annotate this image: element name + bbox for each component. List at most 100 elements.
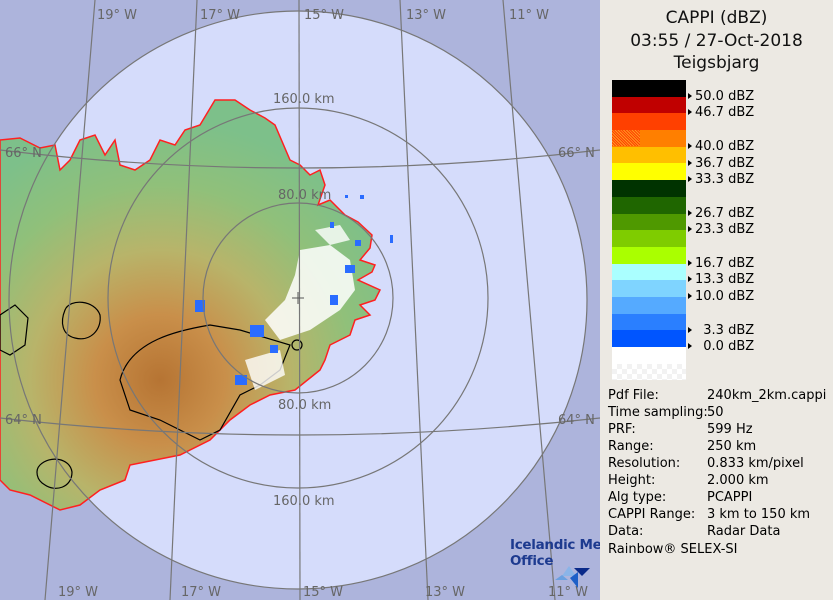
- info-key: Time sampling:: [608, 405, 708, 420]
- info-value: 3 km to 150 km: [707, 507, 811, 522]
- legend-band: [612, 80, 686, 97]
- info-value: 50: [707, 405, 724, 420]
- lat-label-left-66n: 66° N: [5, 146, 42, 161]
- meridian-15w: [298, 0, 301, 600]
- legend-tick-label: 33.3 dBZ: [688, 173, 754, 187]
- legend-band: [612, 230, 686, 247]
- legend-tick-label: 50.0 dBZ: [688, 89, 754, 104]
- legend-tick-label: 13.3 dBZ: [688, 273, 754, 287]
- lon-label-bottom-19w: 19° W: [58, 585, 98, 600]
- legend-band: [612, 96, 686, 114]
- glacier-vatnajokull: [119, 324, 291, 441]
- meridian-13w: [399, 0, 429, 600]
- legend-tick-label: 36.7 dBZ: [688, 156, 754, 171]
- legend-tick-label: 46.7 dBZ: [688, 106, 754, 120]
- datetime: 03:55 / 27-Oct-2018: [630, 31, 803, 51]
- graticule: [0, 0, 600, 600]
- land-iceland: [0, 99, 382, 511]
- lon-label-top-19w: 19° W: [97, 8, 137, 23]
- meridian-17w: [169, 0, 198, 600]
- product-info: Pdf File: 240km_2km.cappi Time sampling:50…: [608, 387, 826, 540]
- ring-label-160km-bottom: 160.0 km: [273, 494, 335, 509]
- lon-label-bottom-11w: 11° W: [548, 585, 588, 600]
- info-row: Data: Radar Data: [608, 523, 826, 540]
- info-row: Alg type: PCAPPI: [608, 489, 826, 506]
- radar-map[interactable]: 19° W 17° W 15° W 13° W 11° W 19° W 17° …: [0, 0, 600, 600]
- legend-tick-label: 0.0 dBZ: [688, 340, 754, 354]
- logo-line-2: Office: [510, 553, 554, 569]
- logo-line-1: Icelandic Met: [510, 537, 608, 553]
- imo-logo-text: Icelandic Met Office: [510, 537, 608, 569]
- info-row: Time sampling:50: [608, 404, 826, 421]
- lon-label-top-13w: 13° W: [406, 8, 446, 23]
- info-value: Radar Data: [707, 524, 781, 539]
- legend-band: [612, 196, 686, 214]
- legend-band: [612, 330, 686, 347]
- range-rings: [8, 10, 588, 590]
- info-row: Resolution: 0.833 km/pixel: [608, 455, 826, 472]
- ring-label-80km-top: 80.0 km: [278, 188, 331, 203]
- info-row: Range: 250 km: [608, 438, 826, 455]
- info-value: 0.833 km/pixel: [707, 456, 804, 471]
- info-row: CAPPI Range: 3 km to 150 km: [608, 506, 826, 523]
- info-row: PRF: 599 Hz: [608, 421, 826, 438]
- site-name: Teigsbjarg: [673, 53, 760, 73]
- legend-band: [612, 313, 686, 331]
- product-title: CAPPI (dBZ): [665, 8, 768, 28]
- glacier-small: [291, 339, 303, 351]
- legend-band: [612, 246, 686, 264]
- lon-label-top-15w: 15° W: [304, 8, 344, 23]
- legend-tick-label: 10.0 dBZ: [688, 290, 754, 304]
- lat-label-right-64n: 64° N: [558, 413, 595, 428]
- legend-band: [612, 130, 686, 147]
- info-key: Data:: [608, 524, 644, 539]
- ring-160km: [107, 107, 489, 489]
- info-key: Resolution:: [608, 456, 681, 471]
- glacier-outlines: [0, 301, 303, 489]
- info-row: Height: 2.000 km: [608, 472, 826, 489]
- glacier-langjokull: [0, 304, 29, 356]
- legend-band: [612, 263, 686, 281]
- ring-outer: [8, 10, 588, 590]
- legend-tick-label: 23.3 dBZ: [688, 223, 754, 237]
- lon-label-top-17w: 17° W: [200, 8, 240, 23]
- legend-band: [612, 146, 686, 164]
- radar-site-cross: [292, 292, 304, 304]
- info-value: 250 km: [707, 439, 757, 454]
- info-key: CAPPI Range:: [608, 507, 696, 522]
- legend-band: [612, 296, 686, 314]
- lat-label-right-66n: 66° N: [558, 146, 595, 161]
- legend-tick-label: 26.7 dBZ: [688, 206, 754, 221]
- info-value: PCAPPI: [707, 490, 753, 505]
- glacier-myrdalsjokull: [36, 458, 73, 489]
- info-value: 599 Hz: [707, 422, 753, 437]
- lat-label-left-64n: 64° N: [5, 413, 42, 428]
- legend-band: [612, 347, 686, 364]
- info-row: Pdf File: 240km_2km.cappi: [608, 387, 826, 404]
- meridian-11w: [502, 0, 556, 600]
- software-credit: Rainbow® SELEX-SI: [608, 542, 738, 557]
- lon-label-bottom-13w: 13° W: [425, 585, 465, 600]
- lon-label-bottom-15w: 15° W: [303, 585, 343, 600]
- ring-80km: [202, 202, 394, 394]
- info-key: PRF:: [608, 422, 636, 437]
- ring-label-160km-top: 160.0 km: [273, 92, 335, 107]
- lon-label-top-11w: 11° W: [509, 8, 549, 23]
- lon-label-bottom-17w: 17° W: [181, 585, 221, 600]
- info-value: 240km_2km.cappi: [707, 388, 827, 403]
- legend-band: [612, 213, 686, 231]
- ring-label-80km-bottom: 80.0 km: [278, 398, 331, 413]
- legend-band: [612, 180, 686, 197]
- parallel-66n: [0, 149, 600, 169]
- parallel-64n: [0, 417, 600, 436]
- legend-band: [612, 363, 686, 381]
- legend-band: [612, 163, 686, 181]
- info-value: 2.000 km: [707, 473, 769, 488]
- imo-logo-icon: [555, 566, 590, 588]
- legend-band: [612, 280, 686, 297]
- legend-tick-label: 3.3 dBZ: [688, 323, 754, 338]
- info-key: Pdf File:: [608, 388, 659, 403]
- info-key: Height:: [608, 473, 656, 488]
- color-legend: [612, 80, 686, 381]
- radar-echoes: [195, 195, 393, 390]
